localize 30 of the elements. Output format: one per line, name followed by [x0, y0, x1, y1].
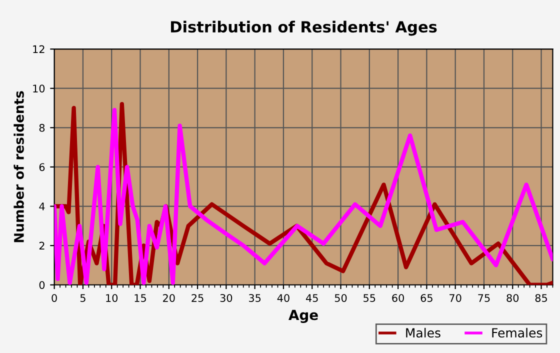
x-tick-label: 60: [392, 294, 404, 302]
x-tick-label: 65: [420, 294, 432, 302]
legend-label: Males: [406, 328, 440, 338]
x-tick-label: 70: [450, 294, 462, 302]
x-tick-label: 50: [334, 294, 347, 302]
y-tick-label: 8: [39, 124, 45, 132]
y-tick-label: 2: [39, 242, 44, 250]
legend-label: Females: [492, 328, 542, 338]
x-tick-label: 75: [478, 294, 490, 302]
chart-title: Distribution of Residents' Ages: [171, 20, 437, 36]
x-tick-label: 45: [306, 294, 318, 302]
x-tick-label: 5: [80, 294, 86, 302]
x-tick-label: 20: [163, 294, 175, 302]
y-tick-label: 4: [39, 202, 45, 210]
x-tick-label: 35: [248, 294, 261, 302]
x-tick-label: 30: [220, 294, 232, 302]
y-tick-label: 10: [33, 84, 45, 92]
y-tick-label: 12: [33, 45, 44, 54]
x-tick-label: 15: [134, 294, 146, 302]
x-tick-label: 25: [192, 294, 204, 302]
x-axis-title: Age: [288, 310, 318, 323]
y-tick-label: 6: [39, 163, 45, 172]
x-tick-label: 80: [506, 294, 519, 302]
x-tick-label: 40: [277, 294, 290, 302]
y-tick-label: 0: [39, 281, 45, 289]
y-axis-title: Number of residents: [14, 91, 24, 242]
x-tick-label: 0: [52, 294, 57, 302]
x-tick-label: 55: [364, 294, 376, 302]
x-tick-label: 85: [535, 294, 547, 302]
x-tick-label: 10: [106, 294, 118, 302]
